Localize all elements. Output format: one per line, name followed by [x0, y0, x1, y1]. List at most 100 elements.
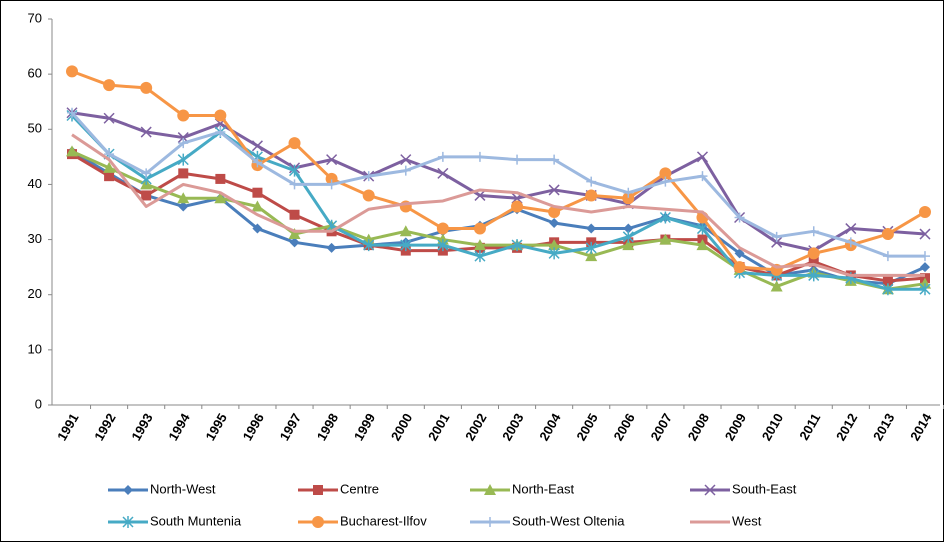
legend-label: North-West — [150, 481, 216, 496]
marker — [882, 283, 894, 296]
legend-item: North-West — [108, 481, 216, 496]
marker — [585, 241, 597, 254]
marker — [771, 236, 783, 248]
marker — [400, 239, 412, 252]
marker — [400, 165, 411, 176]
marker — [734, 212, 745, 223]
marker — [807, 247, 820, 260]
marker — [436, 222, 449, 235]
marker — [919, 283, 931, 296]
marker — [437, 239, 449, 252]
marker — [362, 189, 375, 202]
marker — [66, 65, 78, 78]
marker — [141, 168, 152, 179]
marker — [659, 167, 672, 180]
marker — [474, 151, 485, 162]
marker — [808, 256, 819, 267]
marker — [585, 189, 598, 202]
legend-item: North-East — [470, 481, 575, 496]
marker — [67, 107, 77, 118]
marker — [704, 484, 716, 496]
marker — [326, 154, 338, 166]
legend-label: South-East — [732, 481, 797, 496]
marker — [808, 226, 819, 237]
marker — [585, 250, 598, 262]
series-line — [70, 111, 925, 258]
y-tick-label: 0 — [35, 396, 42, 411]
marker — [288, 137, 301, 150]
marker — [920, 251, 930, 262]
y-tick-label: 40 — [28, 176, 42, 191]
marker — [548, 239, 561, 251]
marker — [251, 200, 264, 212]
marker — [808, 269, 820, 282]
marker — [289, 237, 300, 248]
marker — [178, 138, 189, 149]
marker — [881, 228, 894, 241]
marker — [622, 192, 635, 205]
legend-label: Bucharest-Ilfov — [340, 513, 427, 528]
marker — [326, 242, 337, 253]
y-tick-label: 60 — [28, 66, 42, 81]
marker — [484, 484, 496, 495]
legend-item: South-West Oltenia — [470, 513, 625, 528]
marker — [586, 223, 597, 234]
marker — [919, 228, 931, 240]
marker — [288, 228, 301, 240]
marker — [511, 200, 524, 213]
series — [67, 107, 930, 262]
y-tick-label: 20 — [28, 286, 42, 301]
legend-item: South-East — [690, 481, 797, 496]
marker — [474, 250, 486, 263]
marker — [103, 112, 115, 124]
marker — [252, 187, 263, 198]
marker — [623, 223, 634, 234]
marker — [473, 239, 486, 251]
marker — [214, 192, 227, 204]
marker — [140, 126, 152, 138]
marker — [215, 127, 226, 138]
marker — [312, 516, 324, 528]
marker — [399, 225, 412, 237]
legend-item: West — [690, 513, 762, 528]
series-line — [71, 152, 926, 283]
legend-label: South-West Oltenia — [512, 513, 625, 528]
marker — [313, 485, 323, 495]
legend-label: South Muntenia — [150, 513, 242, 528]
marker — [363, 239, 375, 252]
marker — [178, 201, 189, 212]
series-line — [70, 114, 925, 291]
marker — [104, 149, 115, 160]
series-line — [71, 133, 925, 277]
marker — [920, 262, 930, 273]
marker — [103, 79, 116, 92]
series — [71, 133, 925, 277]
marker — [696, 239, 709, 251]
marker — [437, 151, 448, 162]
marker — [251, 140, 263, 152]
marker — [771, 231, 782, 242]
series-line — [71, 149, 926, 291]
series-line — [71, 111, 926, 253]
legend-item: Centre — [298, 481, 379, 496]
marker — [919, 206, 931, 218]
marker — [437, 167, 449, 179]
marker — [325, 172, 338, 185]
y-tick-label: 30 — [28, 231, 42, 246]
marker — [548, 184, 560, 196]
marker — [659, 233, 672, 245]
marker — [586, 176, 597, 187]
marker — [845, 237, 856, 248]
marker — [104, 171, 115, 182]
marker — [734, 248, 745, 259]
marker — [177, 153, 189, 166]
marker — [178, 168, 189, 179]
y-tick-label: 50 — [28, 121, 42, 136]
marker — [696, 151, 709, 163]
marker — [289, 209, 300, 220]
marker — [215, 173, 226, 184]
legend-label: North-East — [512, 481, 575, 496]
marker — [214, 109, 227, 122]
marker — [103, 161, 116, 173]
